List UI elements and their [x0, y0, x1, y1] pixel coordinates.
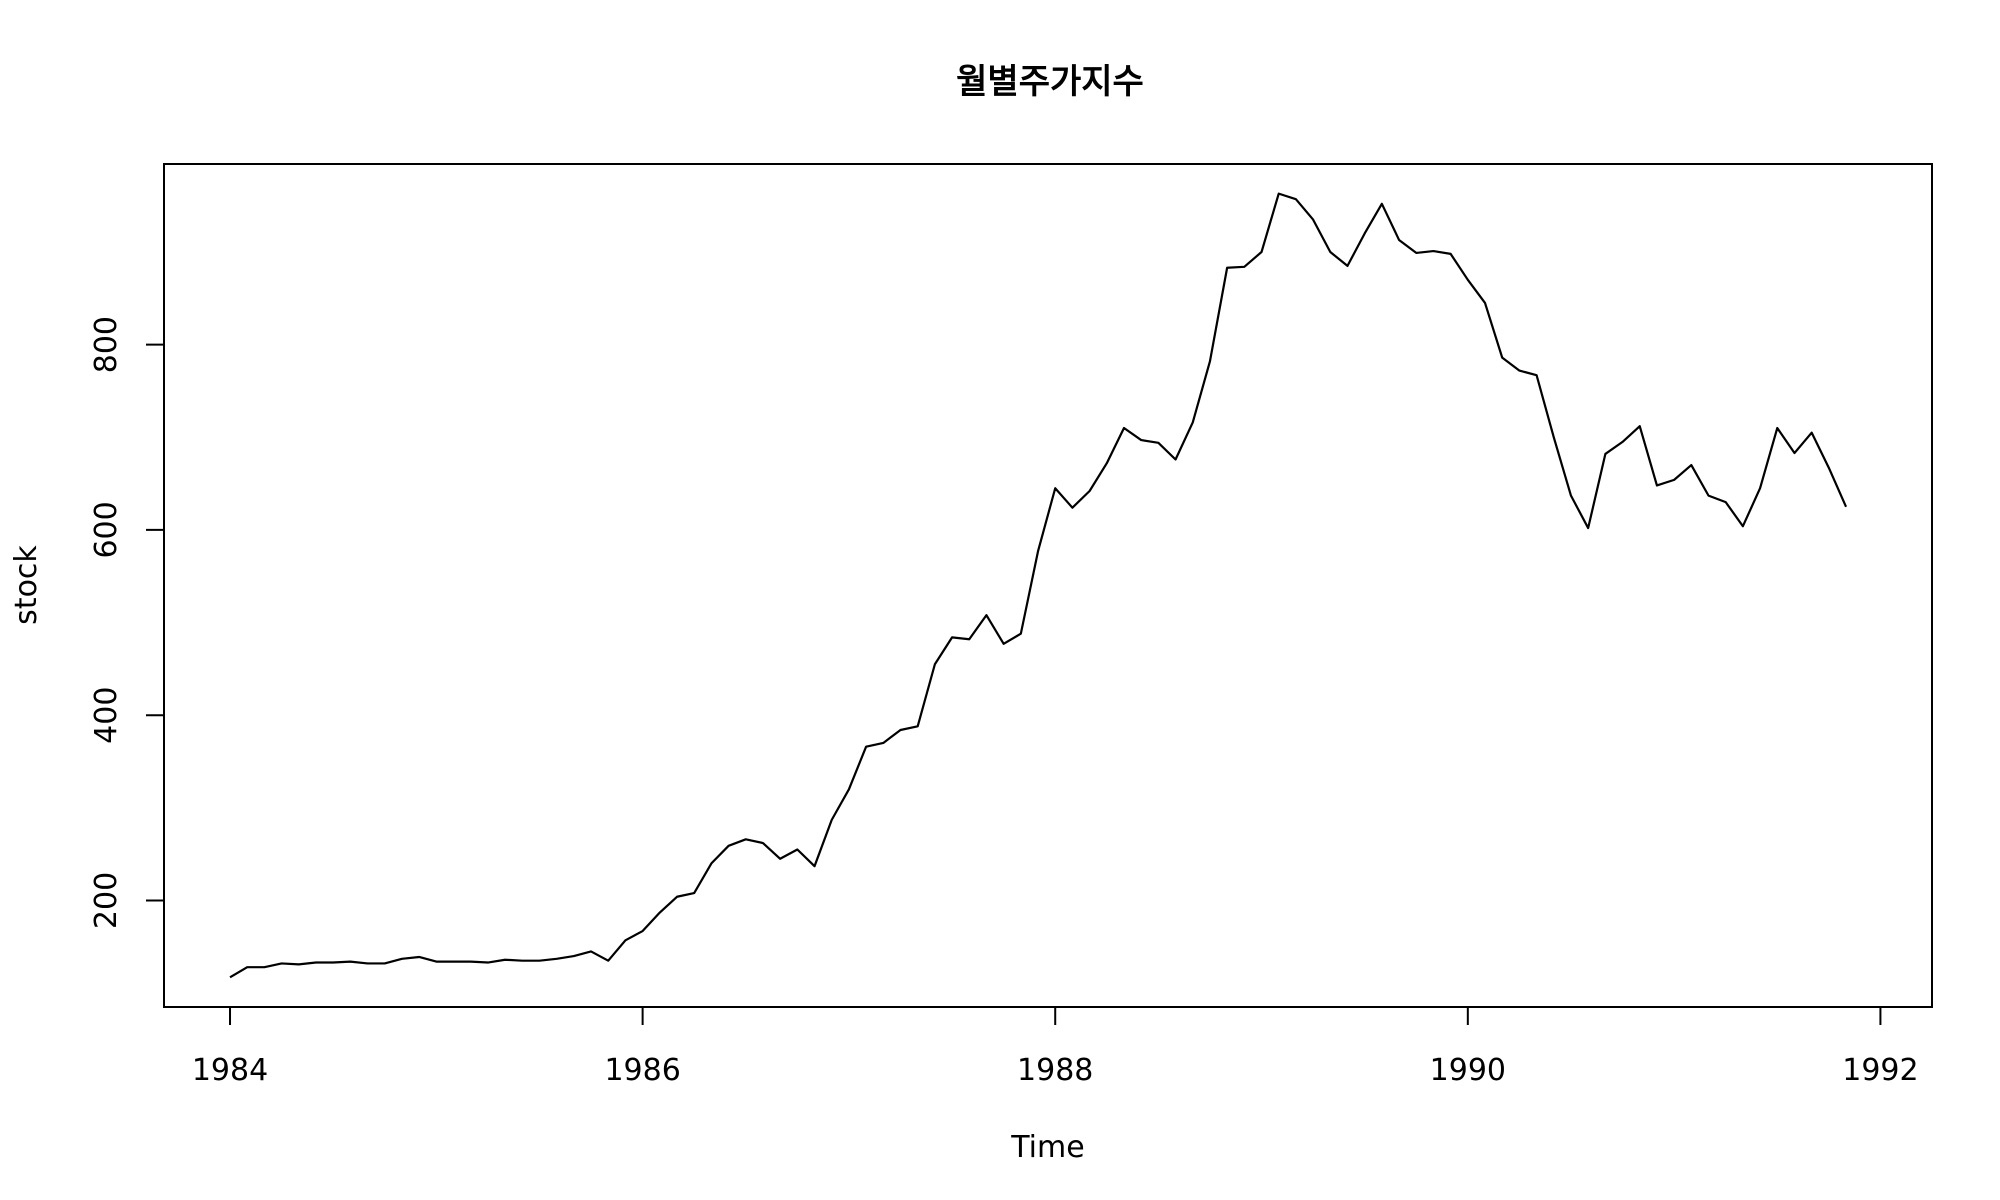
x-tick-label: 1986 [604, 1053, 680, 1088]
y-axis: 200 400 600 800 [89, 316, 165, 929]
x-tick-label: 1988 [1017, 1053, 1093, 1088]
x-tick-label: 1984 [192, 1053, 268, 1088]
x-tick-label: 1990 [1430, 1053, 1506, 1088]
y-axis-label: stock [9, 545, 44, 625]
chart-title: 월별주가지수 [956, 62, 1144, 102]
y-tick-label: 800 [89, 316, 124, 373]
x-tick-label: 1992 [1842, 1053, 1918, 1088]
plot-frame [163, 163, 1933, 1008]
y-tick-label: 400 [89, 687, 124, 744]
x-axis: 1984 1986 1988 1990 1992 [192, 1006, 1919, 1088]
x-axis-label: Time [1010, 1130, 1084, 1165]
y-tick-label: 600 [89, 501, 124, 558]
series-line [229, 192, 1848, 979]
y-tick-label: 200 [89, 872, 124, 929]
